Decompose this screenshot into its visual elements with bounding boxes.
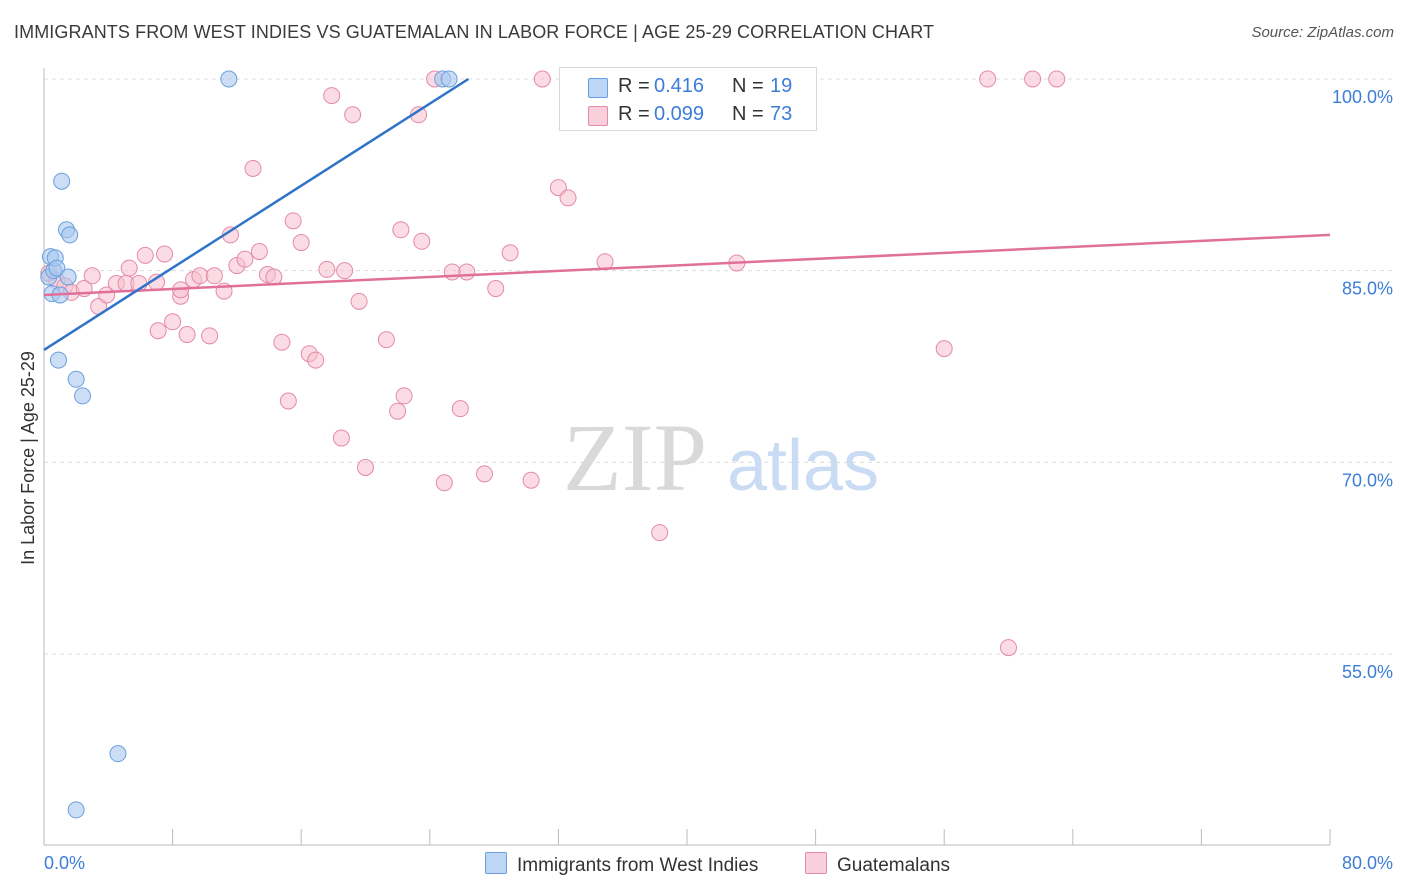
legend-row-west-indies: R = 0.416 N = 19 — [560, 72, 816, 100]
y-tick-label: 70.0% — [1342, 470, 1393, 490]
legend-swatch-pink — [588, 106, 608, 126]
trend-line-west-indies — [43, 77, 470, 351]
data-point-guatemalans — [323, 87, 341, 105]
data-point-guatemalans — [350, 292, 368, 310]
data-point-guatemalans — [83, 267, 101, 285]
data-point-west-indies — [53, 172, 71, 190]
data-point-guatemalans — [332, 429, 350, 447]
legend-r-value: 0.416 — [654, 75, 705, 97]
data-point-west-indies — [49, 351, 67, 369]
legend-r-label: R = — [618, 103, 650, 125]
legend-swatch-pink — [805, 852, 827, 874]
data-point-guatemalans — [336, 262, 354, 280]
data-point-guatemalans — [357, 458, 374, 476]
legend-row-guatemalans: R = 0.099 N = 73 — [560, 100, 816, 128]
data-point-west-indies — [67, 370, 85, 388]
data-point-guatemalans — [120, 259, 138, 277]
legend-n-value: 73 — [770, 103, 793, 125]
data-point-west-indies — [67, 801, 85, 819]
data-point-guatemalans — [1000, 639, 1017, 657]
x-tick-labels: 0.0% 80.0% — [44, 853, 1393, 873]
data-point-guatemalans — [191, 267, 209, 285]
data-point-guatemalans — [344, 106, 362, 124]
legend-n-label: N = — [732, 75, 764, 97]
data-point-guatemalans — [501, 244, 519, 262]
x-tick-label: 0.0% — [44, 853, 85, 873]
y-tick-label: 85.0% — [1342, 279, 1393, 299]
data-point-guatemalans — [244, 159, 262, 177]
watermark-atlas: atlas — [727, 426, 879, 506]
watermark: ZIP atlas — [563, 404, 879, 511]
data-point-guatemalans — [559, 189, 577, 207]
data-point-guatemalans — [413, 232, 431, 250]
data-point-guatemalans — [307, 351, 325, 369]
data-point-guatemalans — [156, 245, 174, 263]
data-point-west-indies — [48, 259, 66, 277]
y-tick-label: 55.0% — [1342, 662, 1393, 682]
y-tick-label: 100.0% — [1332, 87, 1393, 107]
legend-item-guatemalans: Guatemalans — [805, 852, 950, 877]
chart-title: IMMIGRANTS FROM WEST INDIES VS GUATEMALA… — [14, 22, 935, 42]
legend-r-label: R = — [618, 75, 650, 97]
data-point-guatemalans — [292, 234, 310, 252]
data-point-guatemalans — [487, 280, 505, 298]
data-point-guatemalans — [250, 243, 268, 260]
data-point-west-indies — [440, 70, 458, 88]
y-axis-label: In Labor Force | Age 25-29 — [18, 351, 38, 565]
data-point-west-indies — [109, 745, 127, 763]
data-point-guatemalans — [395, 387, 413, 405]
legend-n-value: 19 — [770, 75, 793, 97]
data-point-west-indies — [74, 387, 92, 405]
legend-swatch-blue — [588, 78, 608, 98]
data-point-guatemalans — [1024, 70, 1042, 88]
legend-item-west-indies: Immigrants from West Indies — [485, 852, 758, 877]
data-point-guatemalans — [475, 465, 493, 483]
watermark-zip: ZIP — [563, 404, 707, 511]
data-point-guatemalans — [1048, 70, 1066, 88]
series-legend: Immigrants from West Indies Guatemalans — [0, 850, 1406, 880]
series-west-indies — [40, 70, 458, 819]
data-point-guatemalans — [651, 524, 669, 542]
data-point-guatemalans — [205, 267, 223, 285]
data-point-west-indies — [59, 268, 77, 286]
data-point-guatemalans — [273, 333, 291, 351]
data-point-guatemalans — [284, 212, 302, 230]
series-guatemalans — [40, 70, 1066, 657]
trend-lines — [43, 77, 1331, 351]
data-point-guatemalans — [522, 471, 540, 489]
data-point-guatemalans — [265, 268, 283, 286]
legend-n-label: N = — [732, 103, 764, 125]
legend-label-guatemalans: Guatemalans — [837, 855, 951, 876]
data-point-guatemalans — [451, 400, 469, 418]
data-point-guatemalans — [458, 263, 476, 281]
data-point-guatemalans — [435, 474, 453, 492]
data-point-guatemalans — [164, 313, 182, 331]
axes — [43, 68, 1331, 846]
data-point-guatemalans — [443, 263, 461, 281]
y-tick-labels: 100.0% 85.0% 70.0% 55.0% — [1332, 87, 1393, 682]
data-point-west-indies — [220, 70, 238, 88]
legend-r-value: 0.099 — [654, 103, 705, 125]
data-point-guatemalans — [279, 392, 297, 410]
x-tick-label: 80.0% — [1342, 853, 1393, 873]
data-point-guatemalans — [392, 221, 410, 239]
data-point-guatemalans — [318, 260, 336, 278]
data-point-guatemalans — [389, 402, 407, 420]
data-point-guatemalans — [178, 326, 196, 344]
data-point-west-indies — [61, 226, 79, 244]
data-point-guatemalans — [979, 70, 997, 88]
trend-line-guatemalans — [43, 233, 1331, 297]
data-point-guatemalans — [533, 70, 551, 88]
data-point-guatemalans — [236, 250, 254, 268]
legend-swatch-blue — [485, 852, 507, 874]
data-point-guatemalans — [201, 327, 219, 345]
legend-label-west-indies: Immigrants from West Indies — [517, 855, 759, 876]
data-point-guatemalans — [149, 322, 167, 340]
source-label: Source: ZipAtlas.com — [1251, 24, 1394, 41]
stats-legend: R = 0.416 N = 19 R = 0.099 N = 73 — [559, 67, 817, 131]
data-point-guatemalans — [935, 340, 953, 358]
data-point-guatemalans — [136, 246, 154, 264]
data-point-guatemalans — [377, 331, 395, 349]
